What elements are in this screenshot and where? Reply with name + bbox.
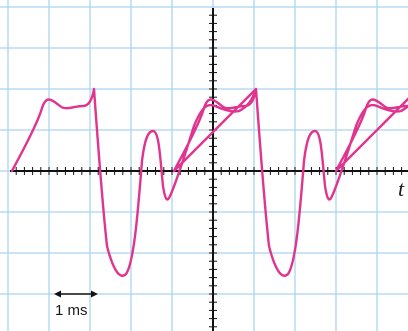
scale-bar-left-arrow	[54, 290, 61, 298]
time-axis-label: t	[398, 176, 405, 201]
scale-bar-label: 1 ms	[55, 302, 88, 319]
scale-bar-right-arrow	[91, 290, 98, 298]
scale-bar: 1 ms	[54, 290, 98, 319]
waveform-trace	[10, 87, 408, 277]
